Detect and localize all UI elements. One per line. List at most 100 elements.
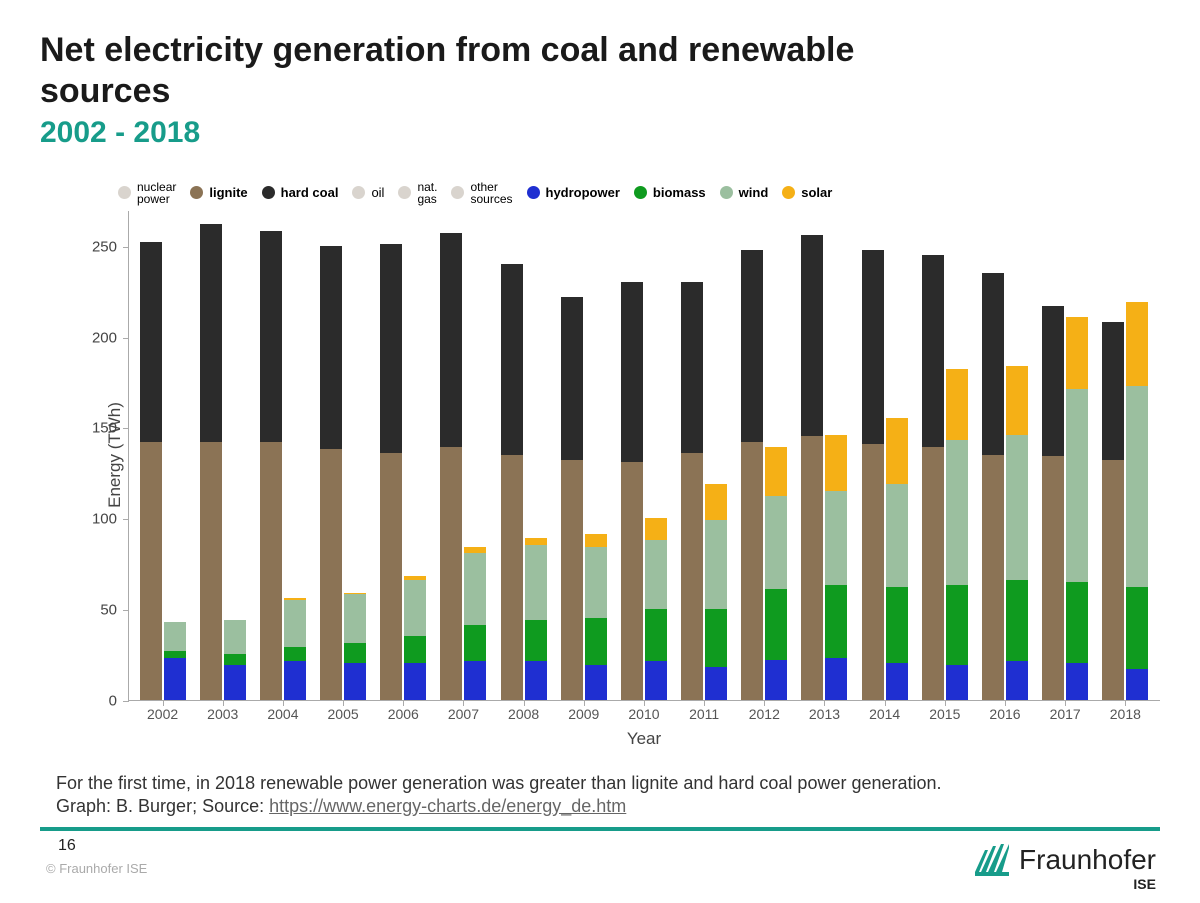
bar-segment-hydro [224, 665, 246, 699]
renewable-stack [705, 484, 727, 700]
bar-segment-lignite [681, 453, 703, 700]
legend-label: solar [801, 186, 832, 199]
bar-segment-biomass [765, 589, 787, 660]
renewable-stack [946, 369, 968, 699]
bar-segment-lignite [922, 447, 944, 699]
bar-segment-solar [585, 534, 607, 547]
footer-left: 16 © Fraunhofer ISE [44, 837, 147, 876]
bar-segment-hydro [164, 658, 186, 700]
y-tick-mark [123, 519, 129, 520]
year-slot [675, 211, 735, 700]
renewable-stack [344, 593, 366, 700]
bar-segment-hard_coal [681, 282, 703, 453]
bar-segment-wind [645, 540, 667, 609]
bar-segment-wind [825, 491, 847, 585]
year-slot [735, 211, 795, 700]
y-tick-mark [123, 338, 129, 339]
legend-label: nat.gas [417, 181, 437, 205]
legend-dot-icon [190, 186, 203, 199]
bar-segment-lignite [982, 455, 1004, 700]
bar-segment-solar [1066, 317, 1088, 390]
year-slot [855, 211, 915, 700]
renewable-stack [1066, 317, 1088, 700]
bar-segment-wind [344, 594, 366, 643]
chart-container: nuclearpowerlignitehard coaloilnat.gasot… [78, 175, 1160, 765]
year-slot [975, 211, 1035, 700]
bar-segment-hard_coal [621, 282, 643, 462]
coal-stack [260, 231, 282, 699]
bar-segment-hard_coal [380, 244, 402, 453]
coal-stack [681, 282, 703, 699]
bar-segment-wind [1066, 389, 1088, 581]
bar-segment-solar [645, 518, 667, 540]
legend-dot-icon [262, 186, 275, 199]
legend-dot-icon [720, 186, 733, 199]
renewable-stack [284, 598, 306, 700]
bar-segment-hydro [946, 665, 968, 699]
bar-segment-wind [886, 484, 908, 587]
bar-segment-solar [1126, 302, 1148, 385]
year-slot [494, 211, 554, 700]
legend-item-other: othersources [451, 181, 512, 205]
bar-segment-hard_coal [982, 273, 1004, 454]
bar-segment-hard_coal [501, 264, 523, 455]
bar-segment-hard_coal [561, 297, 583, 460]
bar-segment-lignite [501, 455, 523, 700]
bar-segment-biomass [585, 618, 607, 665]
bar-segment-biomass [344, 643, 366, 663]
legend-dot-icon [451, 186, 464, 199]
bar-segment-biomass [645, 609, 667, 662]
y-tick-label: 250 [92, 238, 117, 255]
bar-segment-lignite [741, 442, 763, 700]
source-link[interactable]: https://www.energy-charts.de/energy_de.h… [269, 796, 626, 816]
year-slot [915, 211, 975, 700]
page-number: 16 [58, 837, 147, 855]
source-prefix: Graph: B. Burger; Source: [56, 796, 269, 816]
bar-segment-hard_coal [440, 233, 462, 447]
bar-segment-hard_coal [1042, 306, 1064, 457]
bar-segment-hydro [525, 661, 547, 699]
legend-item-solar: solar [782, 186, 832, 199]
copyright: © Fraunhofer ISE [46, 861, 147, 876]
renewable-stack [585, 534, 607, 699]
bar-segment-lignite [320, 449, 342, 699]
footer: 16 © Fraunhofer ISE Fraunhofer ISE [40, 837, 1160, 876]
bar-segment-hard_coal [862, 250, 884, 444]
bar-segment-lignite [1102, 460, 1124, 700]
legend-dot-icon [118, 186, 131, 199]
bar-segment-biomass [525, 620, 547, 662]
bar-segment-solar [525, 538, 547, 545]
bar-segment-hydro [344, 663, 366, 699]
bar-segment-lignite [862, 444, 884, 700]
year-slot [253, 211, 313, 700]
bar-segment-solar [765, 447, 787, 496]
year-slot [1036, 211, 1096, 700]
bar-segment-solar [705, 484, 727, 520]
bar-segment-hydro [765, 660, 787, 700]
logo-mark-icon [975, 844, 1009, 876]
renewable-stack [1006, 366, 1028, 700]
y-tick-label: 0 [109, 692, 117, 709]
bar-segment-hard_coal [260, 231, 282, 442]
chart-caption: For the first time, in 2018 renewable po… [56, 773, 1160, 794]
bar-segment-solar [825, 435, 847, 491]
bar-segment-biomass [404, 636, 426, 663]
bar-segment-hard_coal [1102, 322, 1124, 460]
renewable-stack [765, 447, 787, 699]
legend-label: hydropower [546, 186, 620, 199]
renewable-stack [525, 538, 547, 700]
year-slot [314, 211, 374, 700]
bar-segment-wind [404, 580, 426, 636]
legend-dot-icon [782, 186, 795, 199]
bar-segment-wind [224, 620, 246, 654]
renewable-stack [1126, 302, 1148, 699]
y-tick-mark [123, 247, 129, 248]
legend-item-nuclear: nuclearpower [118, 181, 176, 205]
legend-dot-icon [352, 186, 365, 199]
legend-item-biomass: biomass [634, 186, 706, 199]
legend-dot-icon [634, 186, 647, 199]
legend-item-nat_gas: nat.gas [398, 181, 437, 205]
bar-segment-biomass [224, 654, 246, 665]
coal-stack [140, 242, 162, 699]
coal-stack [862, 250, 884, 700]
